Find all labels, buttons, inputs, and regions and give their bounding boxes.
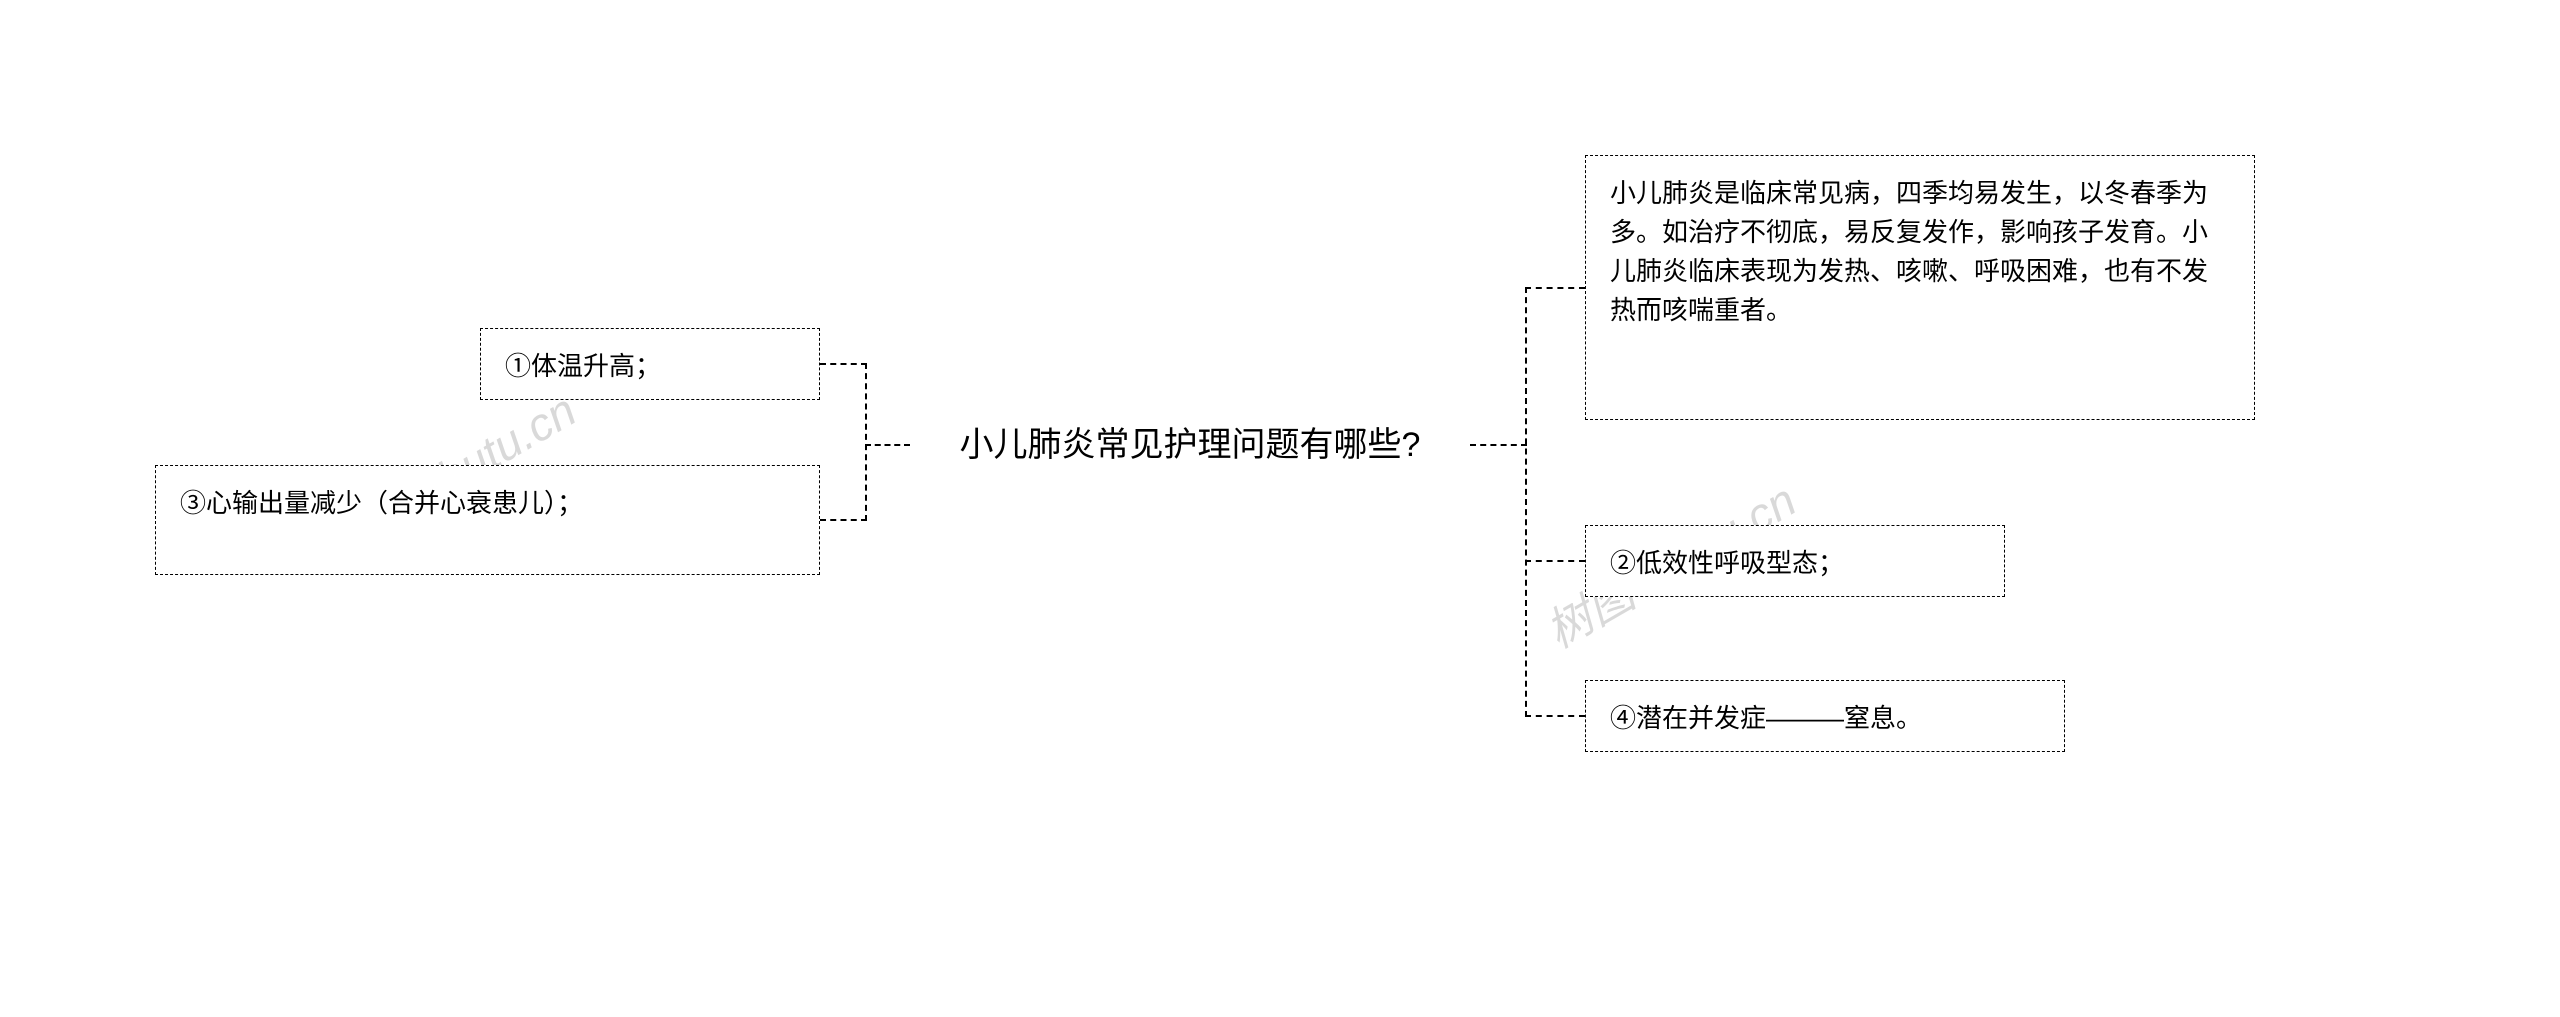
left-node-2[interactable]: ③心输出量减少（合并心衰患儿）； xyxy=(155,465,820,575)
node-label: ②低效性呼吸型态； xyxy=(1610,548,1844,578)
connector xyxy=(1525,287,1585,289)
left-node-1[interactable]: ①体温升高； xyxy=(480,328,820,400)
right-node-3[interactable]: ④潜在并发症———窒息。 xyxy=(1585,680,2065,752)
connector xyxy=(865,444,910,446)
connector xyxy=(1470,444,1527,446)
center-node[interactable]: 小儿肺炎常见护理问题有哪些? xyxy=(910,370,1470,520)
node-label: ④潜在并发症———窒息。 xyxy=(1610,703,1922,733)
connector xyxy=(820,519,867,521)
connector xyxy=(1525,715,1585,717)
connector xyxy=(1525,560,1585,562)
node-label: 小儿肺炎是临床常见病，四季均易发生，以冬春季为多。如治疗不彻底，易反复发作，影响… xyxy=(1610,178,2208,325)
connector xyxy=(820,363,867,365)
right-node-2[interactable]: ②低效性呼吸型态； xyxy=(1585,525,2005,597)
connector xyxy=(1525,287,1527,717)
mindmap-canvas: 树图 shutu.cn 树图 shutu.cn 小儿肺炎常见护理问题有哪些? ①… xyxy=(0,0,2560,1017)
right-node-1[interactable]: 小儿肺炎是临床常见病，四季均易发生，以冬春季为多。如治疗不彻底，易反复发作，影响… xyxy=(1585,155,2255,420)
node-label: ③心输出量减少（合并心衰患儿）； xyxy=(180,488,583,518)
node-label: ①体温升高； xyxy=(505,351,661,381)
connector xyxy=(865,363,867,521)
center-node-label: 小儿肺炎常见护理问题有哪些? xyxy=(960,420,1421,471)
